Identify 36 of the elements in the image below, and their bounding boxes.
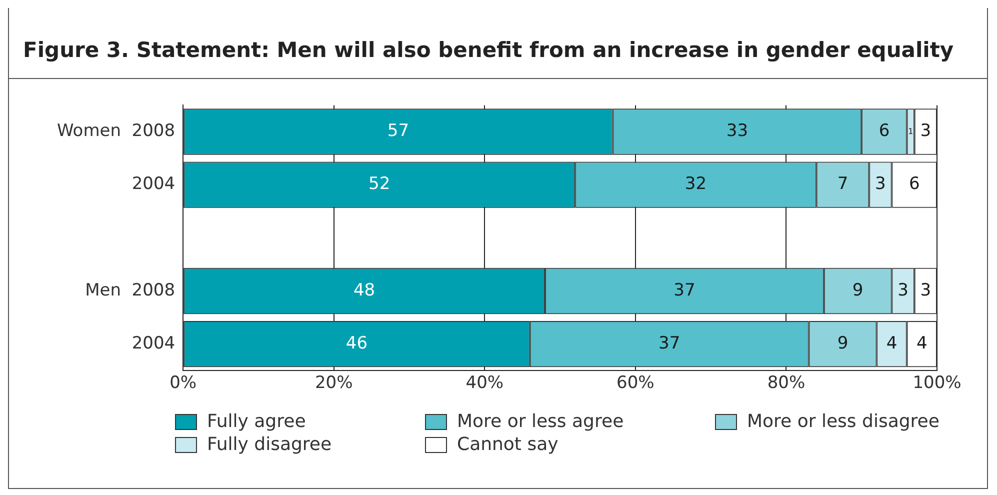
data-label: 6 — [908, 174, 920, 194]
data-label: 3 — [875, 174, 886, 194]
x-tick-label: 80% — [767, 373, 806, 394]
data-label: 37 — [674, 280, 696, 300]
y-tick-label: Men 2008 — [85, 280, 176, 300]
y-tick-label: 2004 — [132, 174, 176, 194]
data-label: 33 — [726, 121, 748, 142]
data-label: 48 — [353, 280, 376, 300]
x-tick-label: 20% — [314, 373, 353, 394]
x-tick-label: 0% — [170, 373, 197, 394]
legend-label: More or less agree — [457, 411, 624, 432]
data-label: 3 — [898, 280, 908, 300]
data-label: 9 — [852, 280, 864, 300]
data-label: 46 — [346, 333, 368, 354]
data-label: 3 — [920, 121, 932, 142]
data-label: 6 — [878, 121, 890, 142]
data-label: 32 — [684, 174, 707, 194]
x-tick-label: 100% — [912, 373, 962, 394]
data-label: 37 — [658, 333, 680, 354]
data-label: 52 — [368, 174, 390, 194]
text: Fully agree — [207, 411, 306, 432]
data-label: 7 — [837, 174, 848, 194]
data-label: 9 — [837, 333, 848, 354]
legend-label: Fully disagree — [207, 434, 332, 455]
y-tick-label: 2004 — [132, 333, 176, 354]
x-tick-label: 60% — [616, 373, 654, 394]
legend-label: Cannot say — [457, 434, 558, 455]
y-tick-label: Women 2008 — [56, 121, 176, 142]
data-label: 3 — [920, 280, 932, 300]
data-label: 57 — [387, 121, 410, 142]
data-label: 1 — [908, 126, 914, 136]
x-tick-label: 40% — [466, 373, 504, 394]
data-label: 4 — [886, 333, 898, 354]
data-label: 4 — [916, 333, 928, 354]
legend-label: More or less disagree — [747, 411, 940, 432]
chart-title: Figure 3. Statement: Men will also benefit from an increase in gender equality — [9, 8, 987, 79]
